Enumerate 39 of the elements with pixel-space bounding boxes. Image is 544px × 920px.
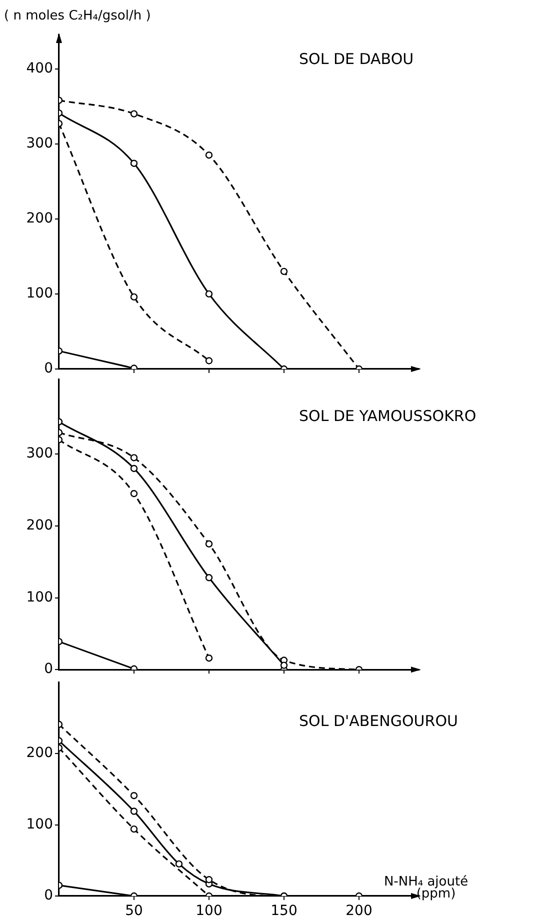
point (205, 574, 213, 582)
y-axis-title: ( n moles C₂H₄/gsol/h ) (4, 8, 151, 24)
point (130, 160, 138, 167)
y-tick-label: 100 (26, 816, 53, 832)
point (205, 654, 213, 662)
point (175, 860, 183, 868)
y-tick-label: 200 (26, 745, 53, 762)
point (205, 357, 213, 364)
y-tick-label: 0 (44, 661, 53, 678)
y-tick-label: 400 (26, 60, 53, 76)
text: SOL DE YAMOUSSOKRO (299, 406, 476, 425)
x-tick-label: 100 (196, 903, 222, 920)
point (205, 540, 213, 548)
text: SOL DE DABOU (299, 50, 414, 68)
point (205, 151, 213, 159)
y-tick-label: 100 (26, 286, 53, 302)
y-tick-label: 300 (26, 135, 53, 152)
y-tick-label: 0 (44, 360, 53, 377)
x-tick-label: 150 (270, 903, 298, 920)
y-tick-label: 0 (44, 888, 53, 904)
point (130, 110, 138, 118)
point (280, 662, 288, 669)
x-tick-label: 50 (125, 903, 143, 920)
point (130, 454, 138, 462)
x-axis-title: N-NH₄ ajouté (ppm) (384, 874, 468, 902)
point (130, 792, 138, 800)
point (130, 464, 138, 472)
point (130, 490, 138, 498)
y-tick-label: 200 (26, 518, 53, 534)
point (205, 876, 213, 884)
y-tick-label: 200 (26, 210, 53, 227)
text: SOL D'ABENGOUROU (299, 712, 458, 730)
point (130, 808, 138, 815)
point (280, 268, 288, 276)
x-tick-label: 200 (346, 903, 372, 920)
y-tick-label: 100 (26, 589, 53, 606)
point (130, 293, 138, 301)
point (205, 290, 213, 298)
y-tick-label: 300 (26, 446, 53, 462)
